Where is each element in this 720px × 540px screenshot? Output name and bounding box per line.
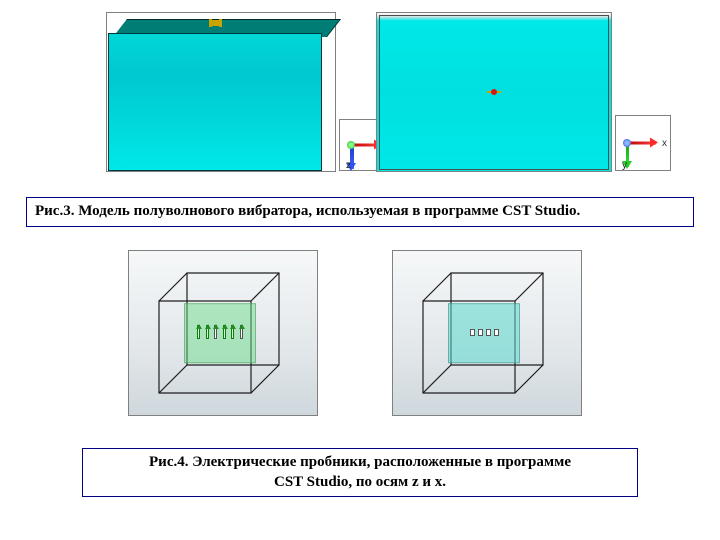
wire-cube	[417, 265, 551, 399]
dipole-feed-top	[210, 20, 221, 26]
figure3-caption: Рис.3. Модель полуволнового вибратора, и…	[26, 197, 694, 227]
probes-x	[461, 320, 507, 344]
fig3-view-xy: x y	[376, 12, 612, 172]
axis-x-label: x	[662, 138, 667, 149]
axis-z-label: z	[346, 160, 351, 171]
figure4-caption-line2: CST Studio, по осям z и x.	[274, 474, 446, 490]
axis-gizmo-xy: x y	[615, 115, 671, 171]
figure4-row	[0, 250, 720, 422]
figure3-row: x z x y	[0, 12, 720, 178]
axis-y-label: y	[622, 160, 627, 171]
figure4-caption-line1: Рис.4. Электрические пробники, расположе…	[149, 454, 571, 470]
wire-right	[497, 91, 501, 93]
fig4-thumb-x	[392, 250, 582, 416]
axis-origin	[623, 139, 631, 147]
probes-z	[197, 320, 243, 344]
cube-front-face	[108, 33, 322, 171]
fig3-view-xz: x z	[106, 12, 336, 172]
dipole-feed-center	[487, 89, 501, 95]
fig4-thumb-z	[128, 250, 318, 416]
figure4-caption: Рис.4. Электрические пробники, расположе…	[82, 448, 638, 497]
wire-cube	[153, 265, 287, 399]
axis-origin	[347, 141, 355, 149]
